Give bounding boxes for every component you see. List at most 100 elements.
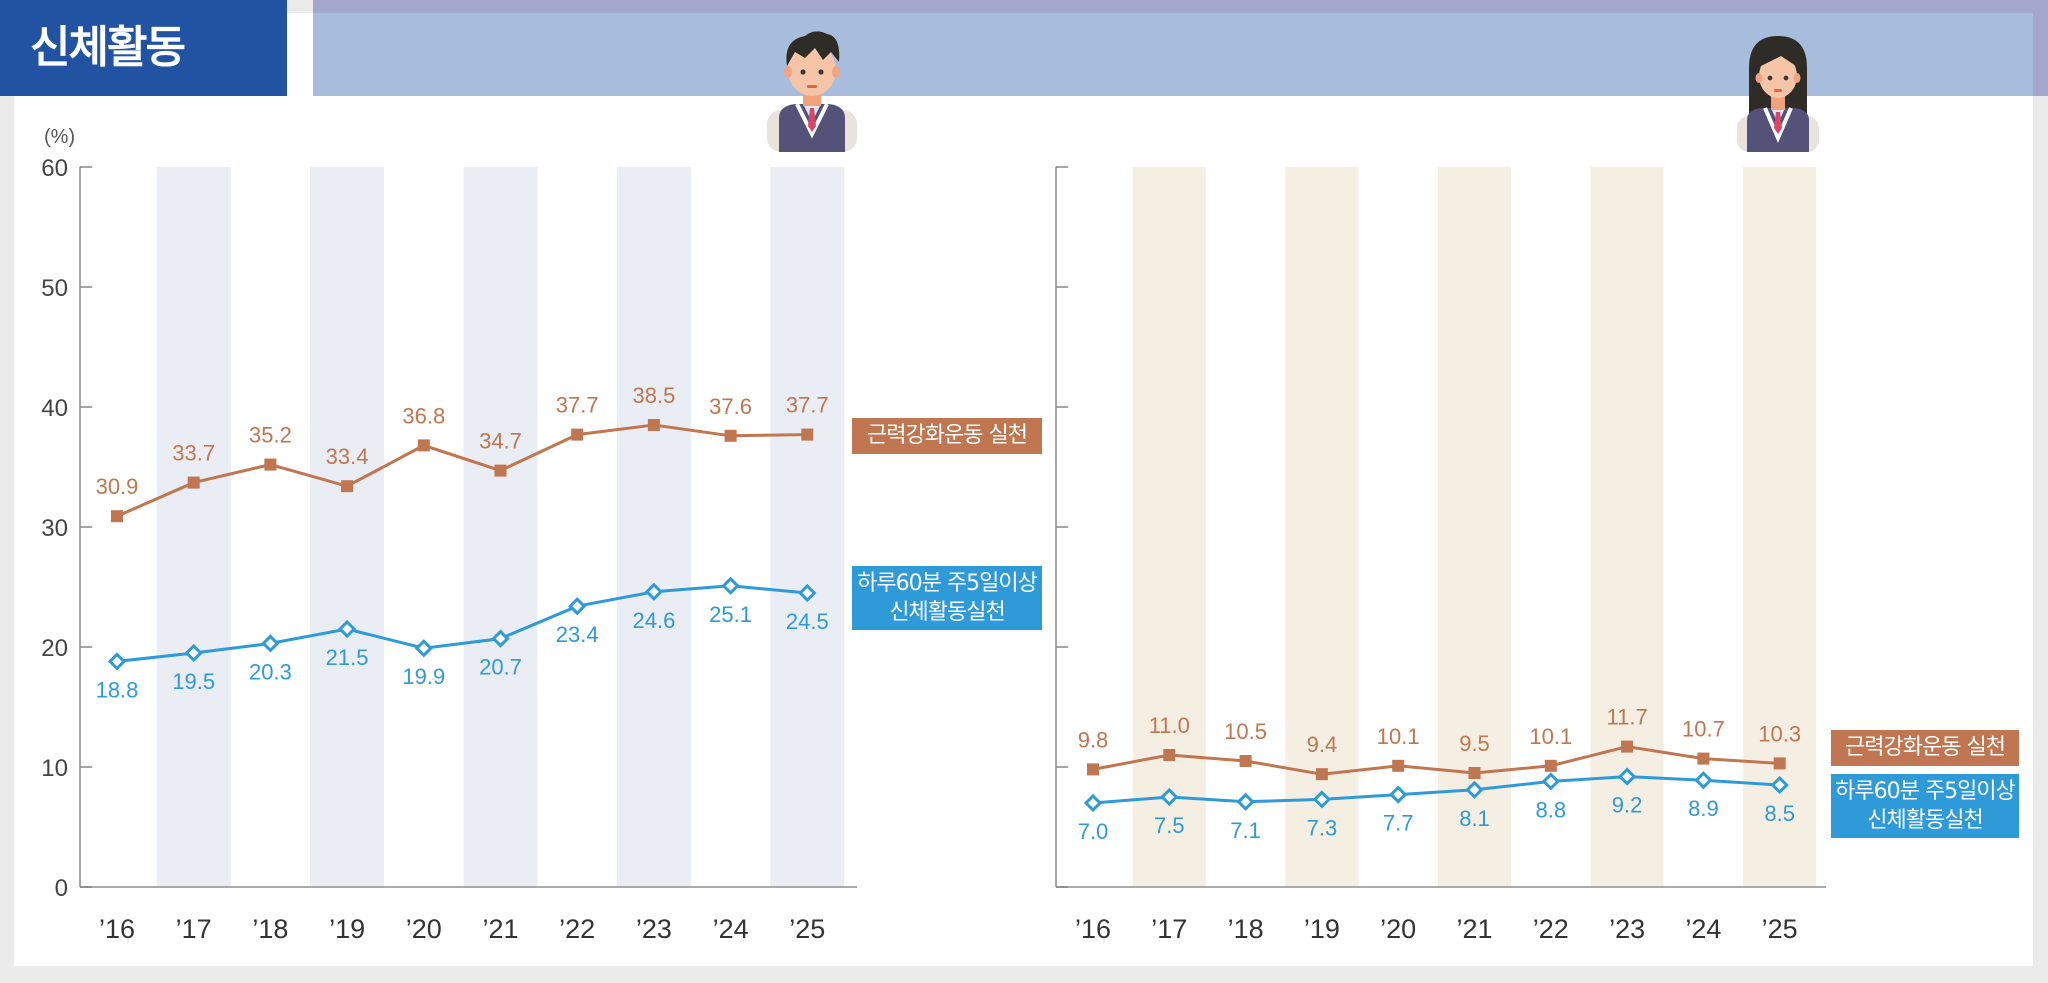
data-label: 10.1 xyxy=(1377,724,1420,749)
data-label: 8.9 xyxy=(1688,796,1719,821)
square-marker xyxy=(571,428,584,441)
data-label: 38.5 xyxy=(632,383,675,408)
male-chart: 0 10 20 30 40 50 60 (%) ’16 ’17 ’18 ’19 ’20 ’21 ’22 ’23… xyxy=(41,126,857,944)
legend-activity-line2: 신체활동실천 xyxy=(1867,808,1983,833)
data-label: 37.7 xyxy=(786,393,829,418)
female-legend-strength: 근력강화운동 실천 xyxy=(1831,730,2019,766)
x-tick-label: ’23 xyxy=(636,914,672,944)
legend-activity-line1: 하루60분 주5일이상 xyxy=(1835,779,2016,804)
x-tick-label: ’19 xyxy=(329,914,365,944)
y-tick-label: 60 xyxy=(41,155,68,182)
square-marker xyxy=(1392,759,1405,772)
diamond-marker xyxy=(1083,793,1103,813)
header-gap xyxy=(287,13,313,97)
year-band xyxy=(1132,167,1206,887)
data-label: 24.6 xyxy=(632,608,675,633)
data-label: 9.2 xyxy=(1612,793,1643,818)
year-band xyxy=(770,167,845,887)
data-label: 10.5 xyxy=(1224,719,1267,744)
data-label: 8.1 xyxy=(1459,806,1490,831)
x-tick-label: ’24 xyxy=(1685,914,1721,944)
year-band xyxy=(1285,167,1359,887)
male-legend-strength: 근력강화운동 실천 xyxy=(852,418,1042,454)
activity-line xyxy=(1092,775,1780,805)
header-right-strip xyxy=(2033,0,2048,96)
data-label: 11.7 xyxy=(1607,705,1648,730)
x-tick-label: ’24 xyxy=(713,914,749,944)
square-marker xyxy=(1544,759,1557,772)
x-tick-label: ’18 xyxy=(1228,914,1264,944)
year-band xyxy=(156,167,231,887)
year-band xyxy=(310,167,385,887)
data-label: 25.1 xyxy=(709,602,752,627)
y-tick-label: 30 xyxy=(41,515,68,542)
female-chart: ’16 ’17 ’18 ’19 ’20 ’21 ’22 ’23 ’24 ’25 9.8 11.0 10.… xyxy=(1055,166,1826,944)
square-marker xyxy=(111,510,123,523)
square-marker xyxy=(1163,749,1176,761)
diamond-marker xyxy=(491,629,510,648)
y-tick-label: 10 xyxy=(41,755,68,782)
x-tick-label: ’17 xyxy=(1151,914,1187,944)
square-marker xyxy=(1697,752,1710,765)
data-label: 10.1 xyxy=(1529,724,1572,749)
legend-activity-line1: 하루60분 주5일이상 xyxy=(857,571,1038,596)
diamond-marker xyxy=(1770,775,1789,795)
year-band xyxy=(463,167,538,887)
square-marker xyxy=(1087,763,1099,776)
square-marker xyxy=(1468,767,1481,779)
square-marker xyxy=(341,480,354,493)
data-label: 20.7 xyxy=(479,655,522,680)
data-label: 8.8 xyxy=(1536,797,1567,822)
data-label: 33.7 xyxy=(172,441,215,466)
diamond-marker xyxy=(1465,780,1484,799)
data-label: 36.8 xyxy=(402,403,445,428)
diamond-marker xyxy=(798,583,817,603)
data-label: 10.7 xyxy=(1682,717,1725,742)
y-tick-label: 50 xyxy=(41,275,68,302)
data-label: 18.8 xyxy=(96,677,139,702)
data-label: 7.3 xyxy=(1307,815,1338,840)
data-label: 9.4 xyxy=(1307,732,1338,757)
diamond-marker xyxy=(1389,785,1408,804)
diamond-marker xyxy=(337,619,357,639)
data-label: 7.1 xyxy=(1230,818,1261,843)
data-label: 19.9 xyxy=(402,664,445,689)
square-marker xyxy=(1239,755,1252,767)
x-tick-label: ’20 xyxy=(406,914,442,944)
x-tick-label: ’16 xyxy=(1075,914,1111,944)
diamond-marker xyxy=(1694,771,1713,790)
diamond-marker xyxy=(414,639,433,658)
data-label: 9.5 xyxy=(1459,731,1490,756)
square-marker xyxy=(801,428,814,441)
diamond-marker xyxy=(184,643,203,663)
legend-activity-line2: 신체활동실천 xyxy=(889,600,1005,625)
x-tick-label: ’20 xyxy=(1380,914,1416,944)
square-marker xyxy=(417,439,430,452)
data-label: 10.3 xyxy=(1758,721,1801,746)
square-marker xyxy=(1315,768,1328,781)
header-bar xyxy=(313,13,2033,96)
x-tick-label: ’23 xyxy=(1609,914,1645,944)
strength-line xyxy=(1092,745,1780,776)
diamond-marker xyxy=(1617,767,1637,786)
y-tick-label: 20 xyxy=(41,635,68,662)
male-legend-activity: 하루60분 주5일이상 신체활동실천 xyxy=(852,566,1042,630)
data-label: 23.4 xyxy=(556,622,599,647)
data-label: 35.2 xyxy=(249,423,292,448)
x-tick-label: ’18 xyxy=(252,914,288,944)
square-marker xyxy=(494,464,507,477)
legend-strength-label: 근력강화운동 실천 xyxy=(867,423,1028,448)
diamond-marker xyxy=(1160,787,1179,807)
data-label: 7.7 xyxy=(1383,811,1414,836)
square-marker xyxy=(264,458,277,471)
diamond-marker xyxy=(721,576,740,595)
square-marker xyxy=(1621,740,1634,753)
activity-line xyxy=(116,584,808,663)
x-tick-label: ’19 xyxy=(1304,914,1340,944)
x-tick-label: ’25 xyxy=(789,914,825,944)
x-tick-label: ’16 xyxy=(99,914,135,944)
page-title: 신체활동 xyxy=(0,0,287,96)
y-unit-label: (%) xyxy=(44,126,75,148)
diamond-marker xyxy=(261,634,280,653)
data-label: 9.8 xyxy=(1078,727,1109,752)
